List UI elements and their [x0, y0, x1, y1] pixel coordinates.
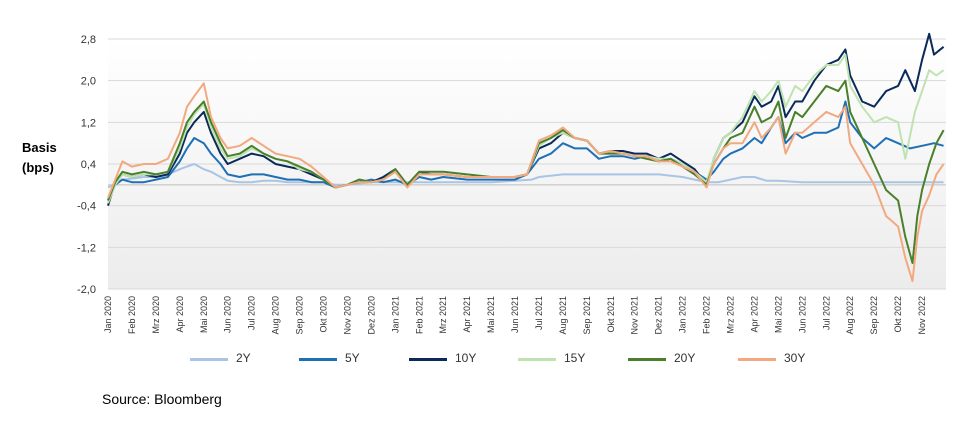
y-tick-label: -1,2	[77, 242, 96, 254]
x-tick-label: Nov 2022	[917, 296, 927, 335]
y-axis-label-line-2: (bps)	[22, 160, 54, 175]
y-axis-ticks: 2,8 2,0 1,2 0,4 -0,4 -1,2 -2,0	[77, 34, 96, 296]
series-line-2y	[107, 163, 944, 189]
y-axis-label-line-1: Basis	[22, 140, 57, 155]
series-line-30y	[107, 82, 945, 283]
x-tick-label: Mrz 2021	[438, 296, 448, 334]
series-lines	[107, 32, 945, 283]
x-tick-label: Apr 2020	[175, 296, 185, 333]
legend-swatch	[738, 358, 776, 361]
y-tick-label: -0,4	[77, 201, 96, 213]
x-tick-label: Jun 2021	[510, 296, 520, 333]
x-tick-label: Nov 2020	[342, 296, 352, 335]
y-tick-label: 2,0	[81, 76, 96, 88]
legend-label: 30Y	[784, 351, 806, 365]
x-tick-label: Mai 2021	[486, 296, 496, 333]
legend-swatch	[628, 358, 666, 361]
x-tick-label: Sep 2021	[582, 296, 592, 335]
x-tick-label: Jun 2022	[797, 296, 807, 333]
y-tick-label: 1,2	[81, 117, 96, 129]
legend-label: 15Y	[564, 351, 586, 365]
x-tick-label: Aug 2021	[558, 296, 568, 335]
legend-swatch	[190, 358, 228, 361]
x-tick-label: Mai 2022	[773, 296, 783, 333]
x-tick-label: Sep 2022	[869, 296, 879, 335]
source-note: Source: Bloomberg	[102, 391, 222, 407]
x-tick-label: Aug 2022	[845, 296, 855, 335]
x-axis-ticks: Jan 2020 Feb 2020 Mrz 2020 Apr 2020 Mai 2020…	[103, 296, 927, 335]
x-tick-label: Dez 2020	[366, 296, 376, 335]
x-tick-label: Dez 2021	[654, 296, 664, 335]
y-tick-label: 0,4	[81, 159, 96, 171]
gridlines	[108, 38, 946, 290]
legend-label: 20Y	[674, 351, 696, 365]
x-tick-label: Jul 2022	[821, 296, 831, 330]
x-tick-label: Apr 2021	[462, 296, 472, 333]
x-tick-label: Mai 2020	[199, 296, 209, 333]
legend-label: 2Y	[236, 351, 251, 365]
x-tick-label: Aug 2020	[271, 296, 281, 335]
x-tick-label: Feb 2022	[702, 296, 712, 334]
x-tick-label: Mrz 2020	[151, 296, 161, 334]
x-tick-label: Okt 2021	[606, 296, 616, 333]
x-tick-label: Apr 2022	[749, 296, 759, 333]
legend-label: 10Y	[455, 351, 477, 365]
x-tick-label: Okt 2020	[318, 296, 328, 333]
x-tick-label: Sep 2020	[295, 296, 305, 335]
y-tick-label: -2,0	[77, 284, 96, 296]
x-tick-label: Jul 2020	[247, 296, 257, 330]
x-tick-label: Jul 2021	[534, 296, 544, 330]
legend-swatch	[409, 358, 447, 361]
legend: 2Y 5Y 10Y 15Y 20Y 30Y	[190, 350, 870, 368]
x-tick-label: Nov 2021	[630, 296, 640, 335]
y-axis-label: Basis (bps)	[22, 138, 57, 178]
x-tick-label: Jun 2020	[223, 296, 233, 333]
x-tick-label: Jan 2022	[678, 296, 688, 333]
legend-label: 5Y	[345, 351, 360, 365]
legend-swatch	[299, 358, 337, 361]
x-tick-label: Jan 2021	[390, 296, 400, 333]
series-line-15y	[107, 53, 945, 204]
y-tick-label: 2,8	[81, 34, 96, 46]
x-tick-label: Jan 2020	[103, 296, 113, 333]
legend-swatch	[518, 358, 556, 361]
x-tick-label: Feb 2021	[414, 296, 424, 334]
x-tick-label: Okt 2022	[893, 296, 903, 333]
x-tick-label: Mrz 2022	[726, 296, 736, 334]
x-tick-label: Feb 2020	[127, 296, 137, 334]
series-line-5y	[107, 100, 944, 201]
